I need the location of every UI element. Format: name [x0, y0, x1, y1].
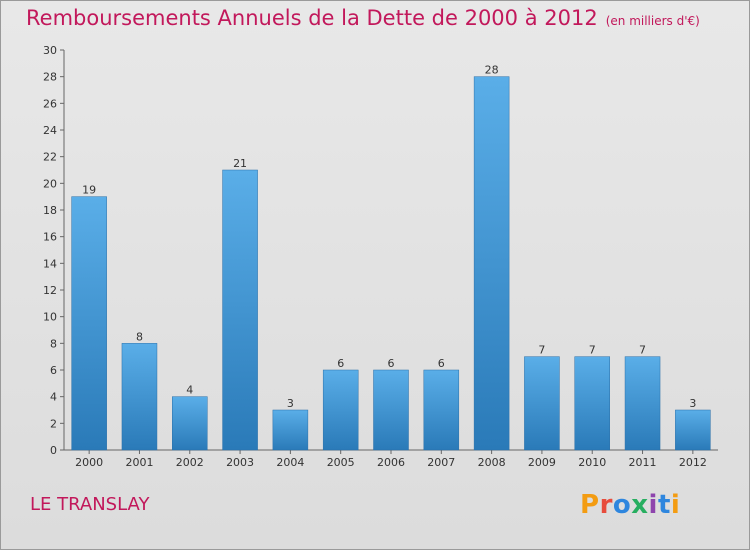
proxiti-logo[interactable]: Proxiti	[580, 490, 681, 520]
bar-2005	[322, 369, 359, 451]
y-tick-label: 16	[43, 231, 57, 244]
data-label-2003: 21	[233, 157, 247, 170]
y-tick-label: 22	[43, 151, 57, 164]
x-tick-label: 2002	[176, 456, 204, 469]
data-label-2008: 28	[485, 64, 499, 77]
bar-2002	[172, 396, 208, 451]
x-tick-label: 2005	[327, 456, 355, 469]
data-label-2001: 8	[136, 330, 143, 343]
y-tick-label: 0	[50, 444, 57, 457]
y-tick-label: 6	[50, 364, 57, 377]
bar-2012	[675, 409, 711, 451]
x-tick-label: 2006	[377, 456, 405, 469]
bar-2007	[423, 369, 460, 451]
bar-2001	[121, 343, 158, 451]
chart-unit: (en milliers d'€)	[605, 14, 700, 28]
data-label-2006: 6	[388, 357, 395, 370]
chart-title-text: Remboursements Annuels de la Dette de 20…	[26, 6, 598, 30]
y-tick-label: 2	[50, 417, 57, 430]
x-tick-label: 2011	[629, 456, 657, 469]
bar-2000	[71, 196, 107, 451]
commune-name: LE TRANSLAY	[30, 494, 150, 515]
y-tick-label: 28	[43, 71, 57, 84]
bar-2011	[624, 356, 661, 451]
bar-2004	[272, 409, 309, 451]
bar-2008	[473, 76, 510, 451]
data-label-2012: 3	[689, 397, 696, 410]
x-tick-label: 2008	[478, 456, 506, 469]
x-tick-label: 2010	[578, 456, 606, 469]
bar-2006	[373, 369, 409, 451]
data-label-2007: 6	[438, 357, 445, 370]
y-tick-label: 14	[43, 257, 57, 270]
data-label-2004: 3	[287, 397, 294, 410]
x-tick-label: 2000	[75, 456, 103, 469]
x-tick-label: 2007	[427, 456, 455, 469]
x-tick-label: 2012	[679, 456, 707, 469]
bar-2009	[524, 356, 560, 451]
chart-title: Remboursements Annuels de la Dette de 20…	[26, 6, 700, 30]
data-label-2000: 19	[82, 184, 96, 197]
x-tick-label: 2009	[528, 456, 556, 469]
x-tick-label: 2001	[125, 456, 153, 469]
data-label-2009: 7	[538, 344, 545, 357]
x-tick-label: 2004	[276, 456, 304, 469]
x-tick-label: 2003	[226, 456, 254, 469]
data-label-2005: 6	[337, 357, 344, 370]
y-tick-label: 24	[43, 124, 57, 137]
data-label-2002: 4	[186, 384, 193, 397]
y-tick-label: 18	[43, 204, 57, 217]
bar-2003	[222, 169, 258, 451]
data-label-2010: 7	[589, 344, 596, 357]
y-tick-label: 8	[50, 337, 57, 350]
y-tick-label: 12	[43, 284, 57, 297]
y-tick-label: 30	[43, 44, 57, 57]
y-tick-label: 20	[43, 177, 57, 190]
bar-2010	[574, 356, 610, 451]
y-tick-label: 26	[43, 97, 57, 110]
y-tick-label: 4	[50, 391, 57, 404]
data-label-2011: 7	[639, 344, 646, 357]
y-tick-label: 10	[43, 311, 57, 324]
